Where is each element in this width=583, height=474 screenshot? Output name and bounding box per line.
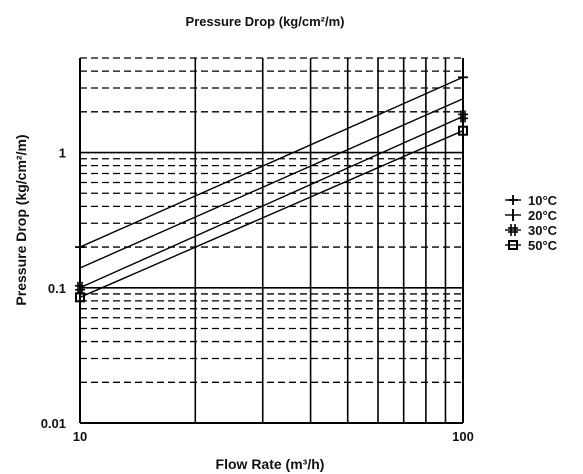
legend-item: 50°C [505, 238, 558, 253]
chart-title: Pressure Drop (kg/cm²/m) [186, 14, 345, 29]
x-axis-label: Flow Rate (m³/h) [216, 456, 325, 472]
series-line [79, 130, 464, 298]
double-plus-marker [75, 281, 85, 294]
y-tick-label: 0.1 [48, 281, 66, 296]
series-line [79, 76, 464, 248]
legend-item: 30°C [505, 223, 558, 238]
legend-label: 30°C [528, 223, 558, 238]
series-markers [75, 72, 468, 303]
legend: 10°C20°C30°C50°C [505, 193, 558, 253]
series-line [79, 98, 464, 269]
series-line [79, 115, 464, 289]
square-marker [75, 292, 85, 303]
double-plus-marker [508, 224, 518, 236]
legend-item: 20°C [505, 208, 558, 223]
plus-marker [75, 242, 85, 253]
square-marker [458, 125, 468, 136]
legend-label: 50°C [528, 238, 558, 253]
y-axis-label: Pressure Drop (kg/cm²/m) [13, 134, 29, 305]
tick-labels: 10 100 0.01 0.1 1 [41, 146, 474, 444]
legend-label: 20°C [528, 208, 558, 223]
x-tick-label: 100 [452, 429, 474, 444]
legend-item: 10°C [505, 193, 558, 208]
y-tick-label: 0.01 [41, 416, 66, 431]
plus-marker [458, 72, 468, 83]
series-lines [79, 76, 464, 298]
y-tick-label: 1 [59, 146, 66, 161]
plus-marker [508, 195, 518, 205]
legend-label: 10°C [528, 193, 558, 208]
square-marker [508, 240, 518, 250]
grid-lines [79, 57, 464, 424]
x-tick-label: 10 [73, 429, 87, 444]
double-plus-marker [458, 110, 468, 123]
